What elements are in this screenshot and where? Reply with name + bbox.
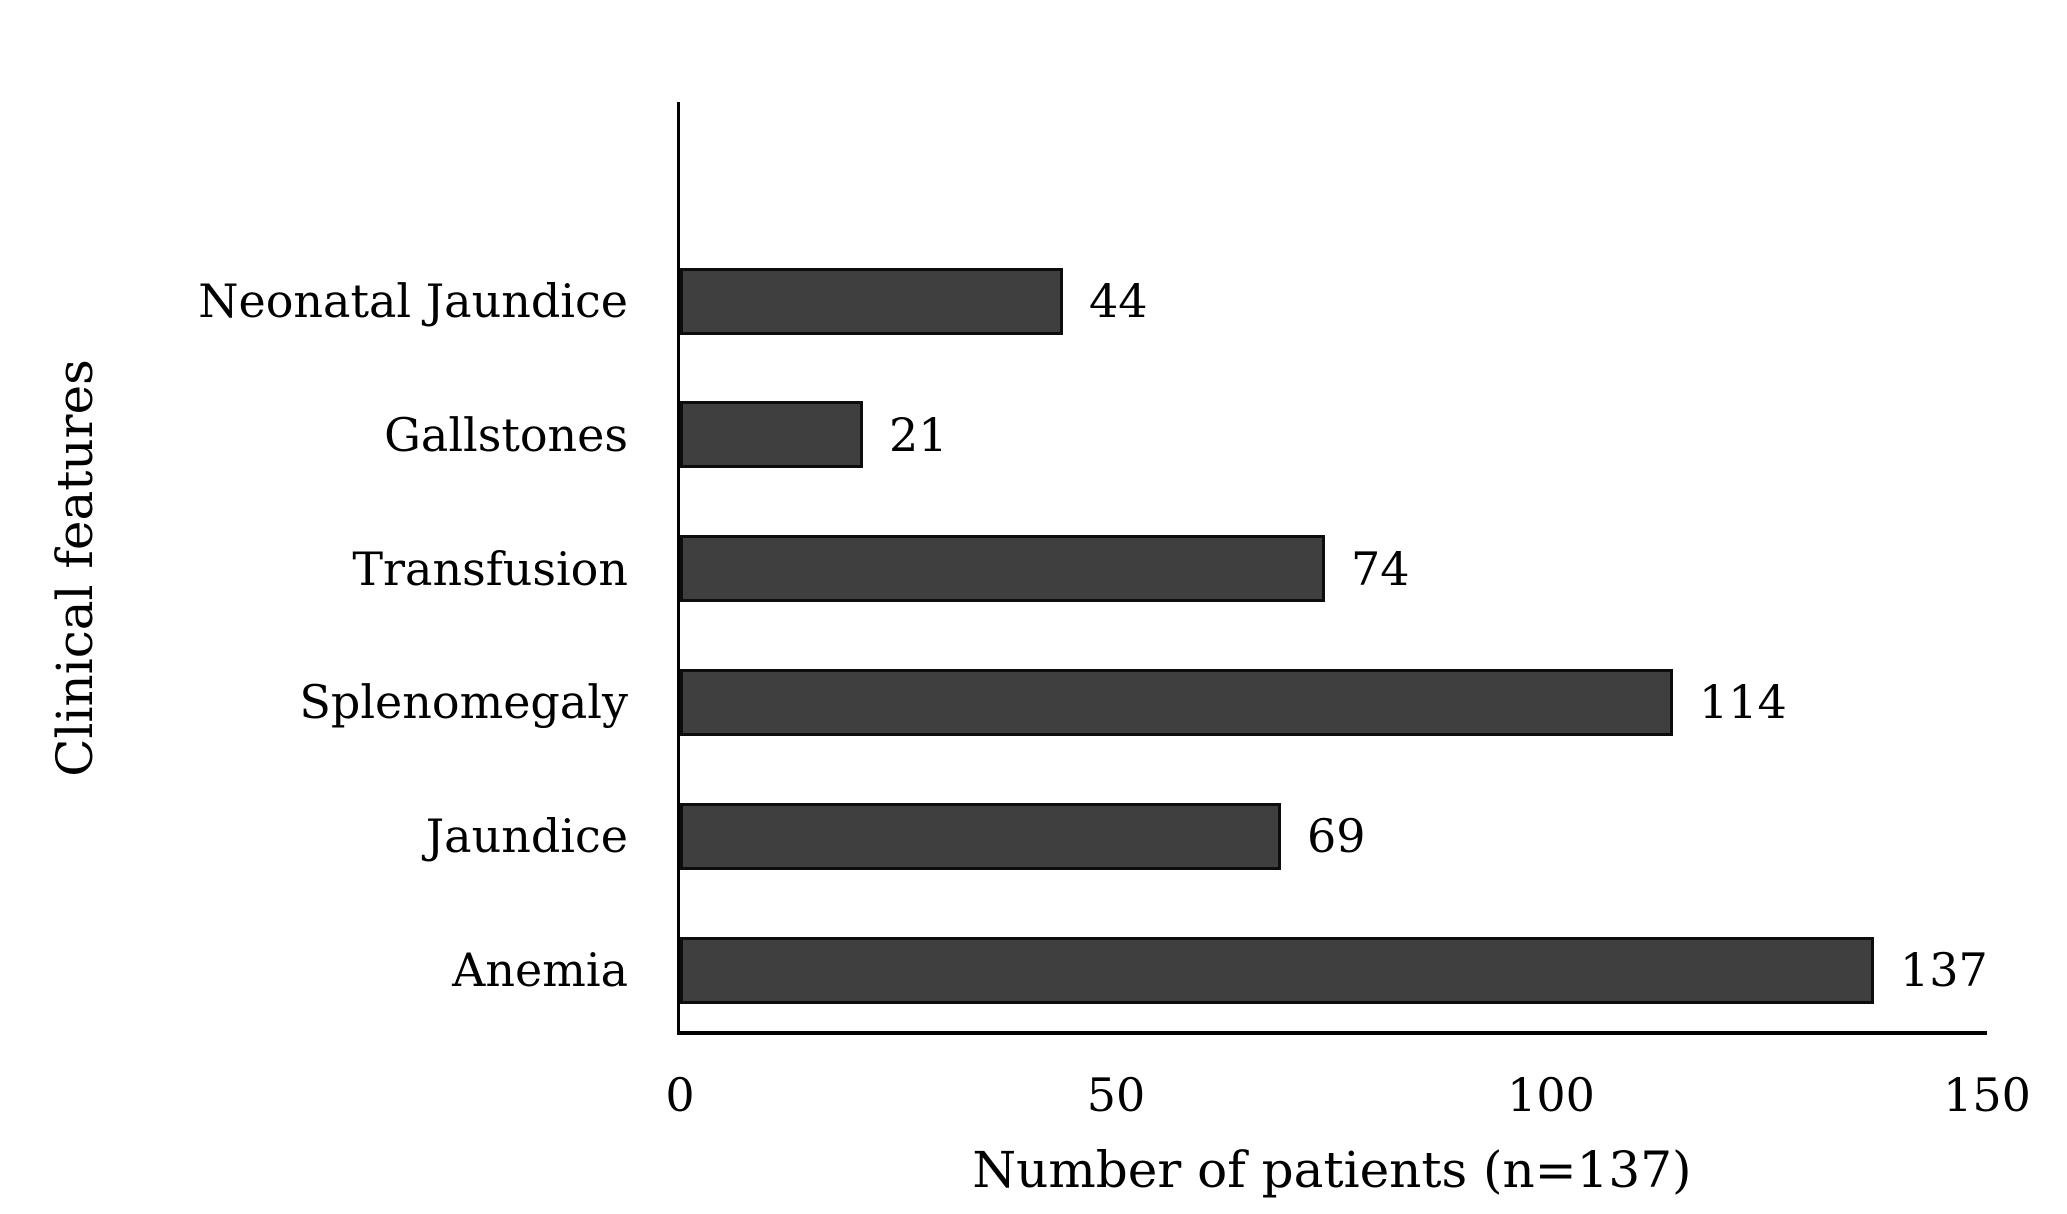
category-label: Neonatal Jaundice	[198, 274, 628, 328]
bar-value-label: 21	[889, 408, 948, 462]
category-label: Splenomegaly	[299, 675, 628, 729]
x-axis-title: Number of patients (n=137)	[972, 1141, 1692, 1199]
bar	[680, 268, 1063, 335]
bar	[680, 669, 1673, 736]
category-label: Anemia	[452, 943, 628, 997]
bar	[680, 937, 1874, 1004]
x-tick-label: 0	[665, 1068, 695, 1122]
category-label: Gallstones	[384, 408, 628, 462]
bar-value-label: 69	[1307, 809, 1366, 863]
category-label: Jaundice	[425, 809, 628, 863]
bar-value-label: 114	[1699, 675, 1787, 729]
x-tick-label: 100	[1507, 1068, 1595, 1122]
plot-area	[677, 102, 1987, 1035]
category-label: Transfusion	[352, 542, 628, 596]
x-tick-label: 150	[1943, 1068, 2031, 1122]
x-tick-label: 50	[1086, 1068, 1146, 1122]
bar	[680, 803, 1281, 870]
bar-value-label: 137	[1900, 943, 1988, 997]
bar-value-label: 74	[1351, 542, 1410, 596]
bar-value-label: 44	[1089, 274, 1148, 328]
bar	[680, 401, 863, 468]
bar	[680, 535, 1325, 602]
